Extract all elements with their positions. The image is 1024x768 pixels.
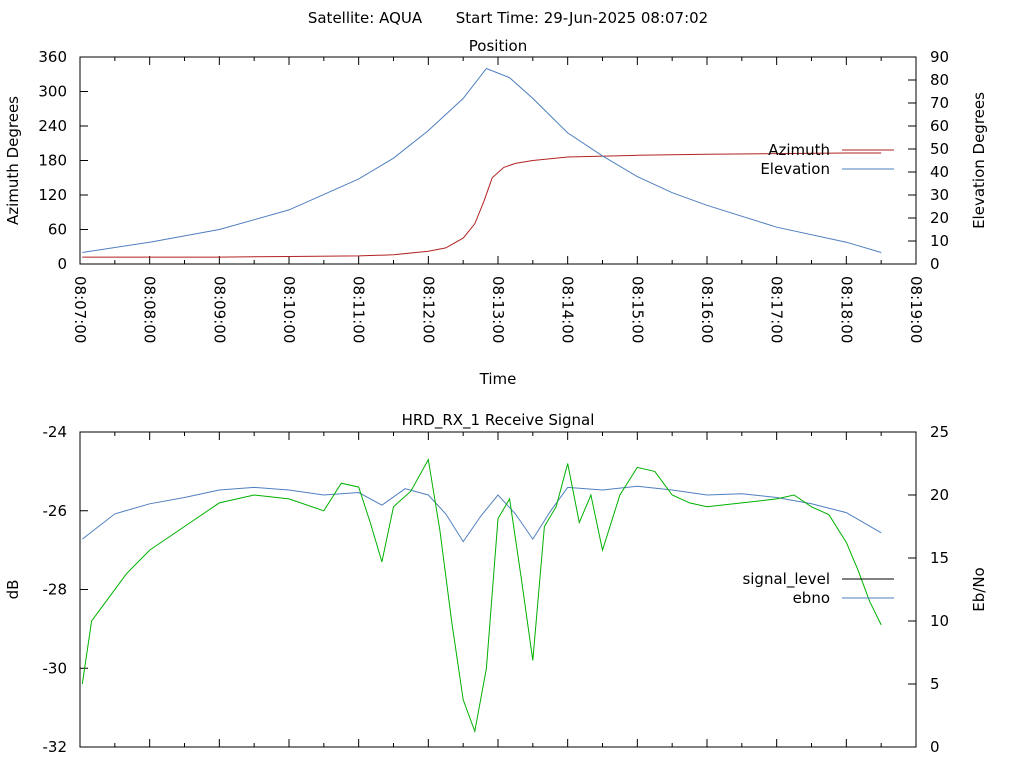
y2-tick-label: 10 xyxy=(930,232,949,250)
y-tick-label: -26 xyxy=(43,502,68,520)
y2-tick-label: 50 xyxy=(930,140,949,158)
x-tick-label: 08:09:00 xyxy=(210,276,228,343)
x-tick-label: 08:18:00 xyxy=(837,276,855,343)
series-line-elevation xyxy=(82,67,882,253)
y2-tick-label: 80 xyxy=(930,71,949,89)
y-tick-label: 180 xyxy=(38,152,67,170)
series-line-azimuth xyxy=(82,152,882,258)
y-tick-label: 360 xyxy=(38,48,67,66)
y2-tick-label: 70 xyxy=(930,94,949,112)
y2-tick-label: 0 xyxy=(930,255,940,273)
x-tick-label: 08:13:00 xyxy=(489,276,507,343)
x-tick-label: 08:17:00 xyxy=(768,276,786,343)
y2-axis-label: Elevation Degrees xyxy=(970,92,988,229)
chart-title: HRD_RX_1 Receive Signal xyxy=(402,411,595,430)
x-tick-label: 08:08:00 xyxy=(141,276,159,343)
satellite-label: Satellite: AQUA xyxy=(308,9,423,27)
y2-tick-label: 15 xyxy=(930,549,949,567)
y-tick-label: -32 xyxy=(43,738,68,756)
y-tick-label: -28 xyxy=(43,581,68,599)
series-line-ebno xyxy=(81,485,882,543)
legend-label: signal_level xyxy=(742,570,830,589)
y-tick-label: 300 xyxy=(38,83,67,101)
y-tick-label: 60 xyxy=(48,221,67,239)
y2-tick-label: 25 xyxy=(930,423,949,441)
y2-tick-label: 60 xyxy=(930,117,949,135)
x-tick-label: 08:14:00 xyxy=(559,276,577,343)
x-axis-label: Time xyxy=(479,370,517,388)
position-chart: Position 0 60 120 180 240 300 360 0 10 20 30 40 50 60 7… xyxy=(4,37,988,388)
y-tick-label: -30 xyxy=(43,659,68,677)
x-tick-label: 08:19:00 xyxy=(907,276,925,343)
y2-tick-label: 10 xyxy=(930,612,949,630)
y2-tick-label: 5 xyxy=(930,675,940,693)
x-tick-label: 08:12:00 xyxy=(419,276,437,343)
y-tick-label: 0 xyxy=(57,255,67,273)
x-tick-label: 08:07:00 xyxy=(71,276,89,343)
y2-axis-label: Eb/No xyxy=(970,567,988,611)
y-tick-label: 240 xyxy=(38,117,67,135)
chart-title: Position xyxy=(469,37,527,55)
y2-tick-label: 20 xyxy=(930,209,949,227)
legend-label: Azimuth xyxy=(768,141,830,159)
series-line-unnamed-2 xyxy=(81,458,882,734)
x-tick-label: 08:10:00 xyxy=(280,276,298,343)
y2-tick-label: 20 xyxy=(930,486,949,504)
receive-signal-chart: HRD_RX_1 Receive Signal -32 -30 -28 -26 -24 0 5… xyxy=(4,411,988,756)
y-tick-label: 120 xyxy=(38,186,67,204)
y2-tick-label: 90 xyxy=(930,48,949,66)
y2-tick-label: 40 xyxy=(930,163,949,181)
x-tick-label: 08:16:00 xyxy=(698,276,716,343)
legend-label: Elevation xyxy=(760,160,830,178)
y-axis-label: dB xyxy=(4,580,22,600)
x-tick-label: 08:11:00 xyxy=(350,276,368,343)
y2-tick-label: 0 xyxy=(930,738,940,756)
y2-tick-label: 30 xyxy=(930,186,949,204)
x-tick-label: 08:15:00 xyxy=(628,276,646,343)
y-tick-label: -24 xyxy=(43,423,68,441)
start-time-label: Start Time: 29-Jun-2025 08:07:02 xyxy=(456,9,708,27)
plot-frame xyxy=(79,431,917,748)
legend-label: ebno xyxy=(793,589,830,607)
y-axis-label: Azimuth Degrees xyxy=(4,96,22,225)
